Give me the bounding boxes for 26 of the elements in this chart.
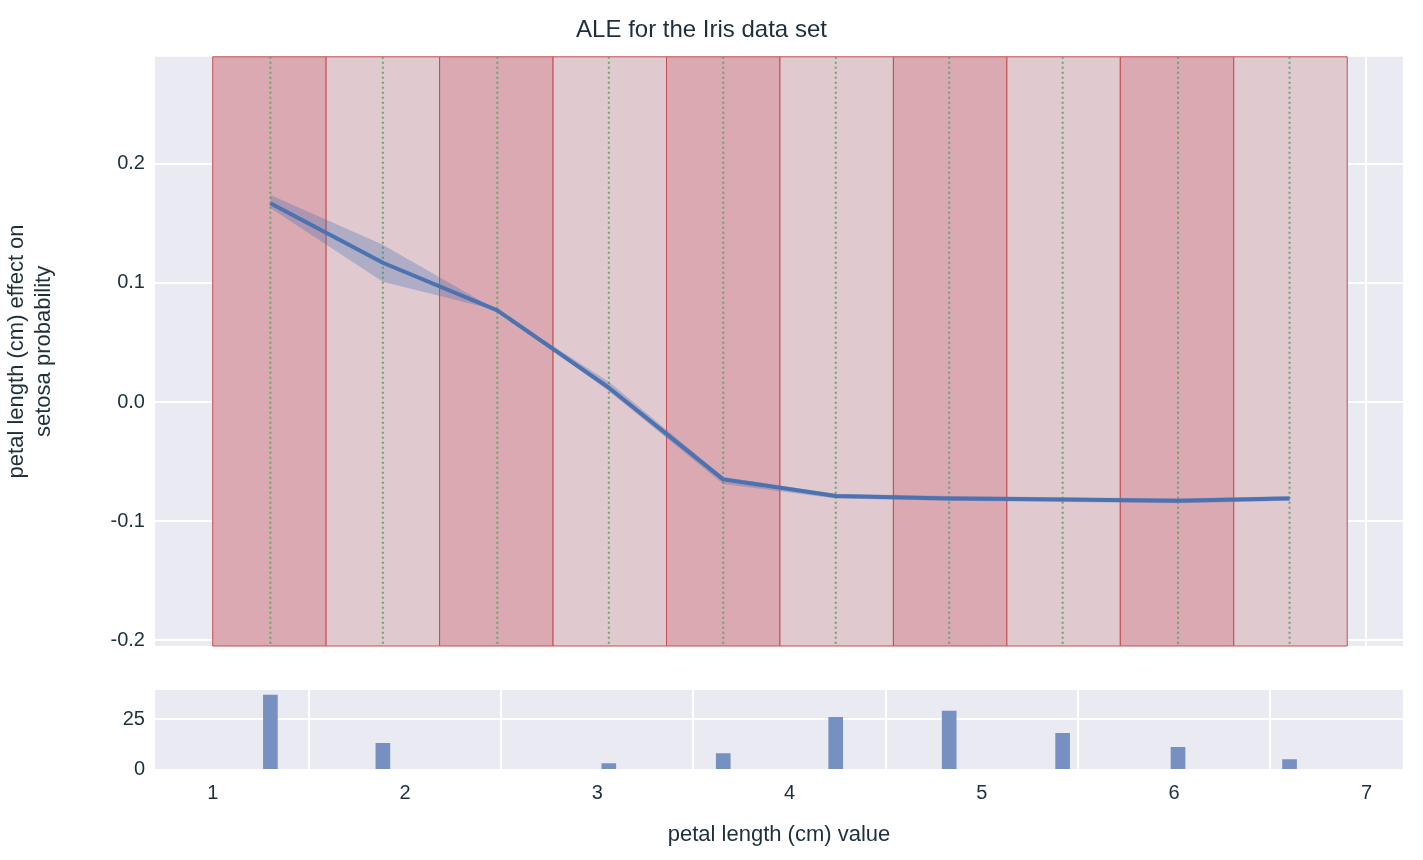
x-tick-label: 1	[207, 781, 219, 804]
bar	[715, 753, 731, 769]
x-tick-label: 7	[1360, 781, 1373, 804]
bar	[601, 763, 617, 769]
bar	[375, 743, 391, 769]
bar	[1055, 733, 1070, 769]
y-axis-title: petal length (cm) effect on setosa probability	[3, 224, 55, 479]
bar	[263, 694, 278, 769]
x-tick-label: 3	[591, 781, 603, 804]
y-tick-label: 0	[133, 757, 145, 780]
bar	[1282, 759, 1297, 769]
x-axis-title: petal length (cm) value	[667, 820, 891, 846]
y-tick-label: -0.1	[110, 508, 145, 531]
y-tick-label: 25	[122, 706, 145, 729]
x-tick-label: 4	[784, 781, 796, 804]
x-tick-label: 6	[1168, 781, 1180, 804]
chart-title: ALE for the Iris data set	[576, 15, 828, 43]
x-tick-label: 2	[399, 781, 411, 804]
y-tick-label: 0.2	[117, 151, 145, 174]
y-tick-label: 0.0	[117, 389, 145, 412]
bar	[1170, 747, 1186, 769]
y-tick-label: 0.1	[117, 270, 145, 293]
bar	[828, 716, 844, 769]
y-tick-label: -0.2	[110, 627, 145, 650]
bar	[941, 710, 957, 769]
x-tick-label: 5	[976, 781, 988, 804]
